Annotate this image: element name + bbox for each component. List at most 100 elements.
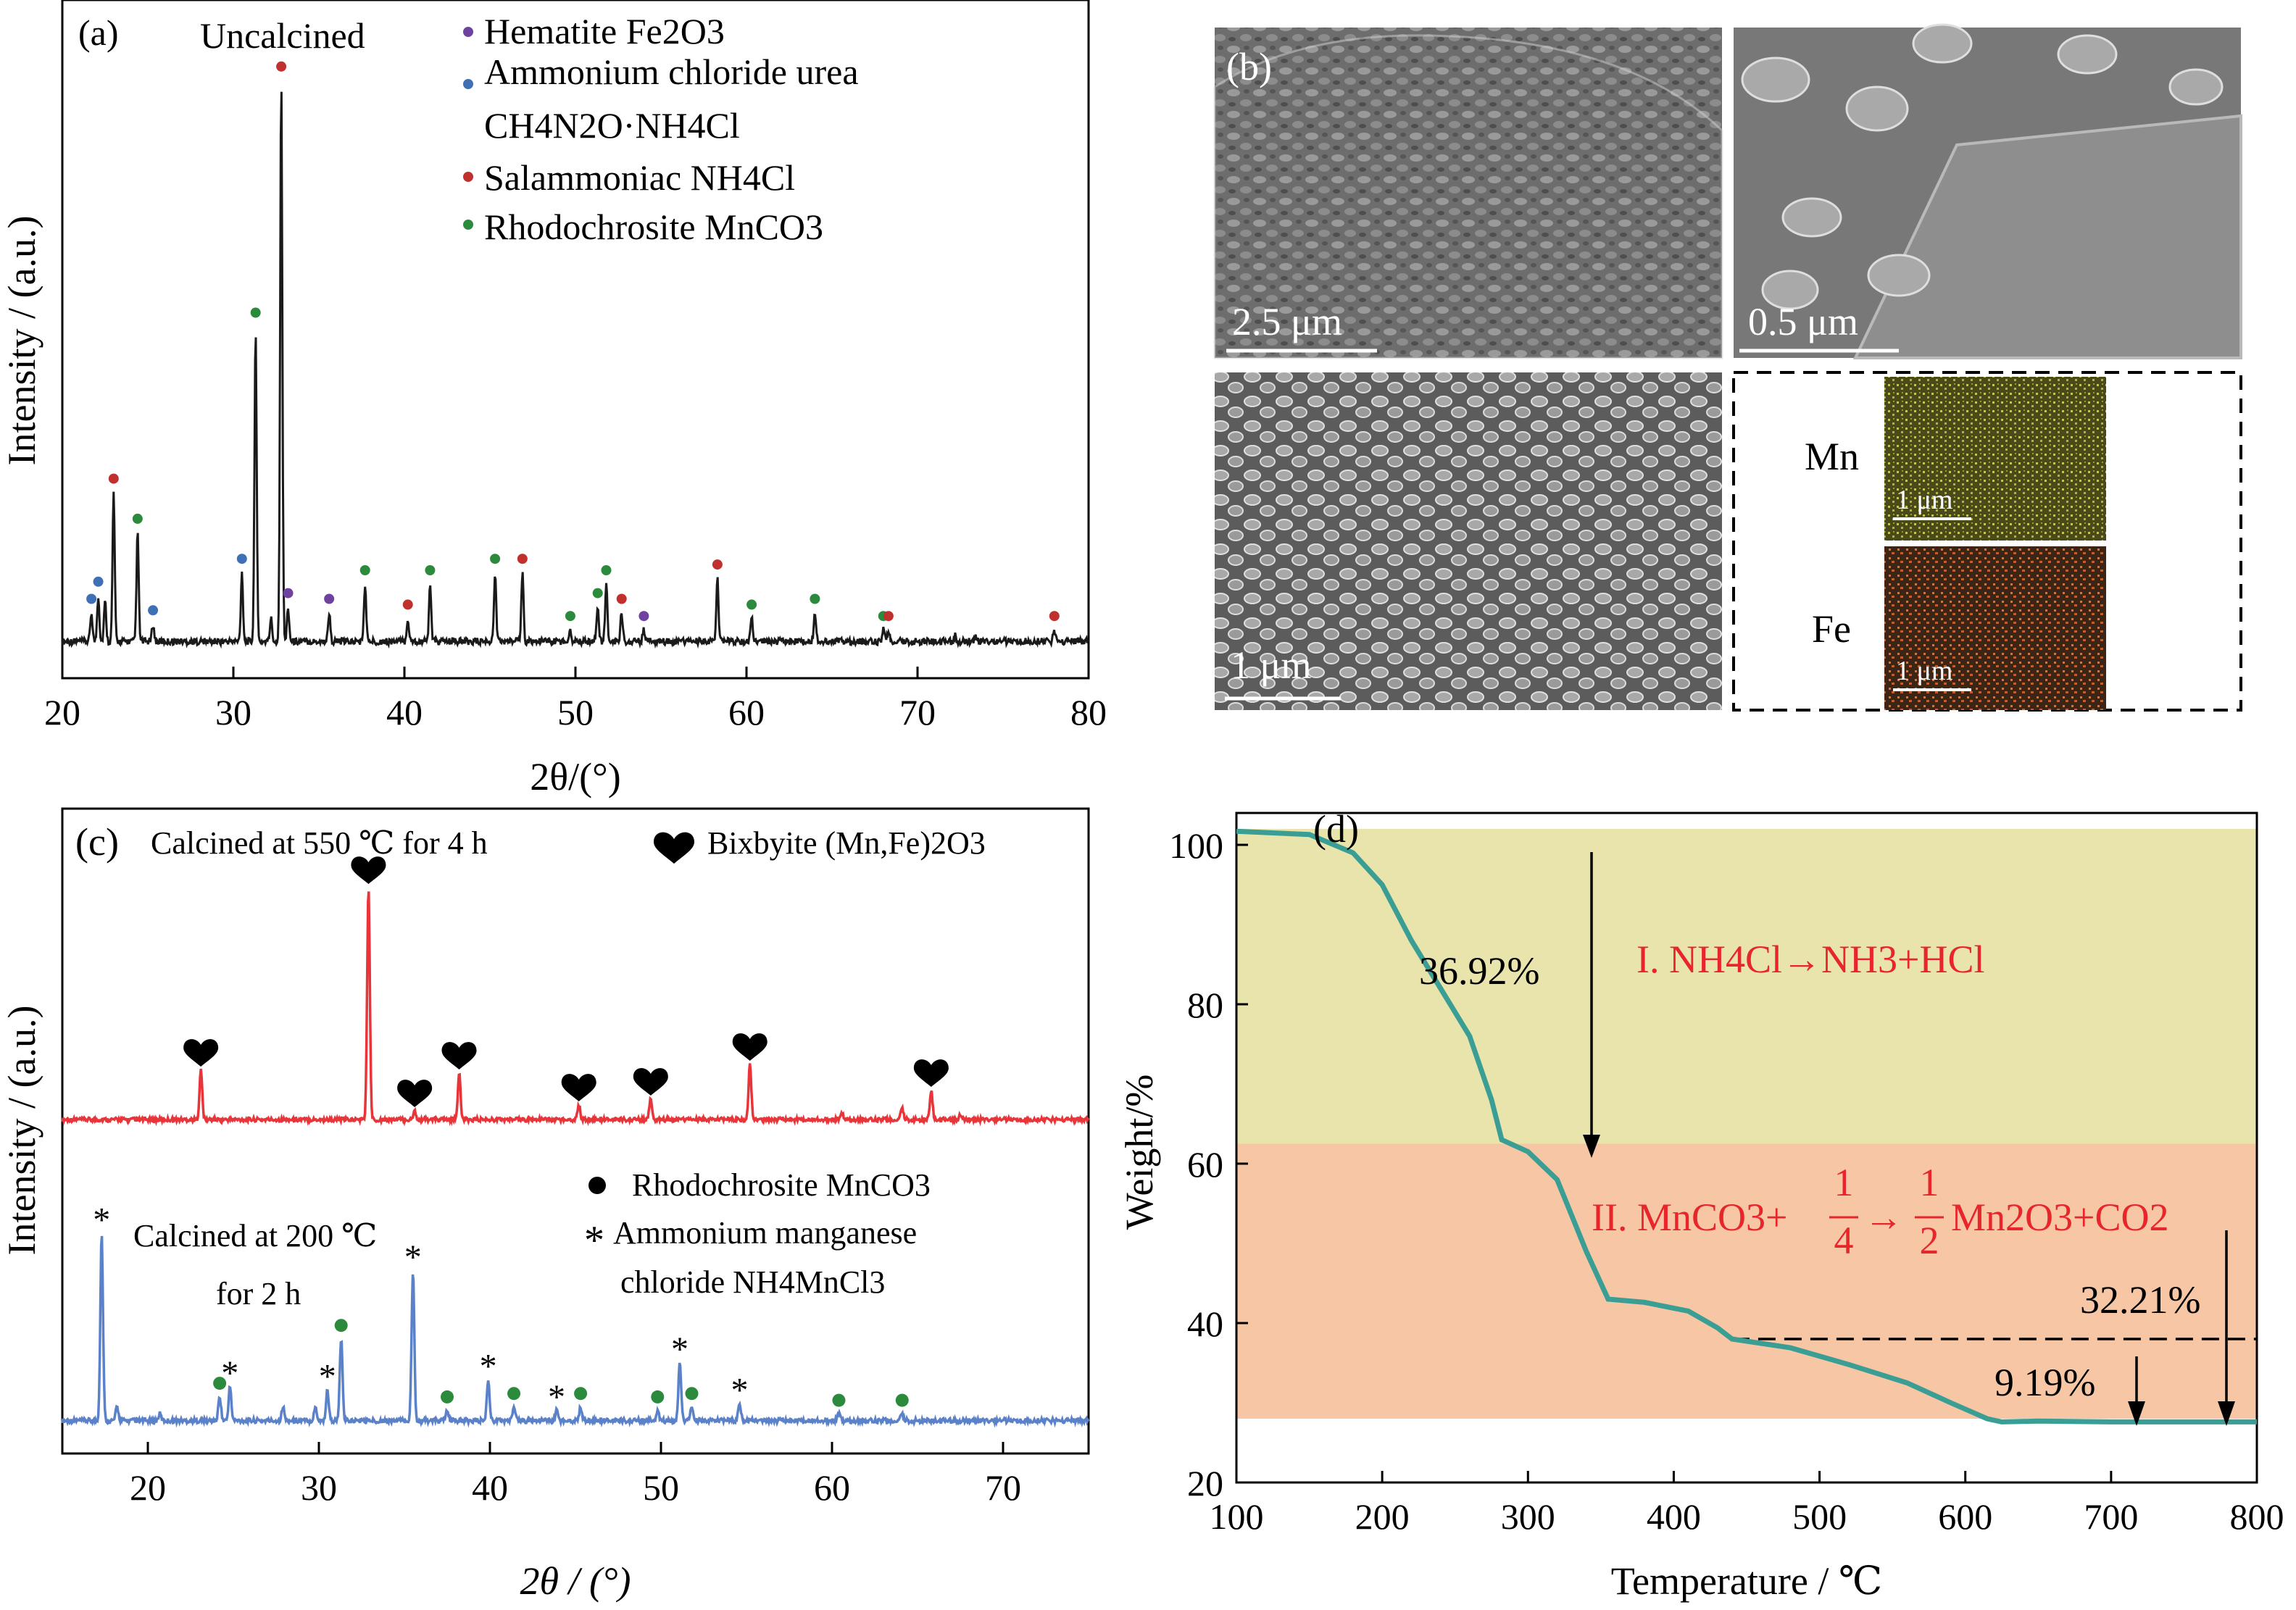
phase-marker-rhodochrosite: [592, 588, 603, 598]
panel-a-x-axis-title: 2θ/(°): [530, 755, 620, 798]
amc-marker: *: [480, 1348, 497, 1386]
x-tick-label: 70: [985, 1467, 1021, 1508]
panel-c-amc-legend-2: chloride NH4MnCl3: [620, 1264, 885, 1300]
panel-a-phase-markers: [86, 61, 1060, 622]
x-tick-label: 20: [44, 692, 80, 733]
amc-marker: *: [671, 1330, 689, 1369]
phase-marker-ammonium_chloride_urea: [148, 605, 159, 616]
panel-a-xrd-uncalcined: 20 30 40 50 60 70 80 (a) Uncalcined Hematite F…: [0, 0, 1107, 798]
svg-text:1: 1: [1834, 1161, 1854, 1204]
tga-weight-curve: [1236, 828, 2257, 1425]
panel-c-rhodochrosite-legend: Rhodochrosite MnCO3: [632, 1167, 931, 1203]
phase-marker-salammoniac: [883, 611, 894, 622]
panel-d-frame: [1235, 812, 2258, 1484]
panel-d-label: (d): [1313, 807, 1359, 851]
x-tick-label: 80: [1070, 692, 1107, 733]
amc-marker: *: [221, 1354, 238, 1393]
bixbyite-marker: [397, 1080, 433, 1107]
edx-map-fe: [1884, 546, 2106, 710]
x-tick-label: 800: [2230, 1496, 2284, 1537]
x-tick-label: 60: [728, 692, 765, 733]
phase-marker-ammonium_chloride_urea: [93, 576, 104, 587]
svg-text:1: 1: [1920, 1161, 1939, 1204]
legend-rhodochrosite: Rhodochrosite MnCO3: [484, 207, 823, 247]
phase-marker-rhodochrosite: [250, 307, 261, 318]
y-tick-label: 20: [1187, 1463, 1223, 1503]
phase-marker-rhodochrosite: [359, 565, 370, 575]
svg-text:→: →: [1864, 1196, 1903, 1239]
phase-marker-rhodochrosite: [132, 513, 143, 524]
panel-a-x-ticks: 20 30 40 50 60 70 80: [44, 667, 1107, 733]
x-tick-label: 500: [1792, 1496, 1847, 1537]
rhodochrosite-marker: [895, 1393, 909, 1407]
bixbyite-marker: [183, 1039, 219, 1067]
panel-c-x-axis-title: 2θ / (°): [520, 1559, 631, 1603]
rhodochrosite-marker: [441, 1390, 454, 1403]
legend-salammoniac: Salammoniac NH4Cl: [484, 157, 795, 198]
sem-grains: [1741, 23, 2224, 310]
x-tick-label: 20: [130, 1467, 166, 1508]
svg-text:1 μm: 1 μm: [1896, 656, 1952, 686]
edx-map-mn: [1884, 377, 2106, 541]
tga-loss-label-1: 36.92%: [1419, 949, 1539, 993]
svg-text:II. MnCO3+: II. MnCO3+: [1592, 1196, 1787, 1239]
panel-a-y-axis-title: Intensity / (a.u.): [0, 216, 43, 466]
panel-d-y-ticks: 20 40 60 80 100: [1169, 825, 1248, 1503]
legend-marker-salammoniac: [463, 172, 473, 182]
legend-marker-hematite: [463, 27, 473, 37]
amc-marker: *: [319, 1358, 336, 1396]
legend-marker-rhodochrosite: [463, 220, 473, 230]
sem-image-grains: [1215, 372, 1722, 710]
panel-c-amc-legend-1: Ammonium manganese: [613, 1215, 917, 1251]
rhodochrosite-marker: [213, 1377, 227, 1390]
x-tick-label: 30: [215, 692, 251, 733]
amc-marker: *: [404, 1238, 422, 1277]
rhodochrosite-marker: [685, 1387, 699, 1401]
phase-marker-rhodochrosite: [425, 565, 436, 575]
x-tick-label: 50: [557, 692, 594, 733]
tga-equation-2: II. MnCO3+ 1 4 → 1 2 Mn2O3+CO2: [1592, 1161, 2168, 1262]
panel-c-x-ticks: 20 30 40 50 60 70: [130, 1442, 1021, 1508]
phase-marker-rhodochrosite: [810, 593, 820, 604]
amc-marker: *: [93, 1201, 110, 1240]
phase-marker-rhodochrosite: [490, 554, 501, 564]
x-tick-label: 50: [643, 1467, 679, 1508]
edx-label-mn: Mn: [1805, 435, 1859, 478]
x-tick-label: 400: [1647, 1496, 1701, 1537]
bixbyite-marker: [441, 1042, 477, 1069]
phase-marker-salammoniac: [108, 473, 119, 484]
phase-marker-salammoniac: [1049, 611, 1060, 622]
phase-marker-hematite: [324, 593, 335, 604]
bixbyite-marker: [732, 1033, 768, 1061]
svg-text:2: 2: [1920, 1219, 1939, 1262]
x-tick-label: 600: [1938, 1496, 1992, 1537]
sem-image-low-mag: [1215, 28, 1722, 358]
legend-marker-ammonium-chloride-urea: [463, 79, 473, 89]
bixbyite-marker: [351, 856, 386, 884]
panel-c-phase-markers: * * * * * * * *: [93, 856, 949, 1417]
x-tick-label: 60: [814, 1467, 850, 1508]
phase-marker-ammonium_chloride_urea: [236, 554, 247, 564]
phase-marker-salammoniac: [517, 554, 528, 564]
scale-bar-3: 1 μm: [1225, 643, 1341, 701]
edx-scale-bar-mn: 1 μm: [1893, 485, 1971, 520]
panel-c-frame: [61, 807, 1090, 1455]
sem-particle-outline: [1213, 34, 1723, 359]
svg-text:4: 4: [1834, 1219, 1854, 1262]
panel-c-bottom-sample-1: Calcined at 200 ℃: [133, 1218, 377, 1254]
tga-equation-1: I. NH4Cl→NH3+HCl: [1636, 938, 1984, 981]
panel-d-tga: 100 200 300 400 500 600 700 800 20 40 60 80 100 (d)…: [1118, 807, 2284, 1603]
sem-crystal-facet: [1852, 114, 2242, 359]
x-tick-label: 70: [899, 692, 936, 733]
phase-marker-rhodochrosite: [565, 611, 575, 622]
amc-marker: *: [731, 1372, 749, 1410]
tga-loss-label-total: 32.21%: [2080, 1278, 2200, 1322]
rhodochrosite-marker: [832, 1393, 846, 1407]
panel-c-y-axis-title: Intensity / (a.u.): [0, 1006, 43, 1256]
panel-b-label: (b): [1226, 45, 1272, 88]
amc-marker: *: [548, 1378, 565, 1417]
phase-marker-salammoniac: [712, 559, 723, 570]
edx-label-fe: Fe: [1812, 607, 1851, 651]
panel-c-xrd-calcined: 20 30 40 50 60 70 * * * * * * * * (c) Calcined at 55…: [0, 807, 1090, 1603]
panel-a-xrd-pattern: [61, 91, 1090, 649]
